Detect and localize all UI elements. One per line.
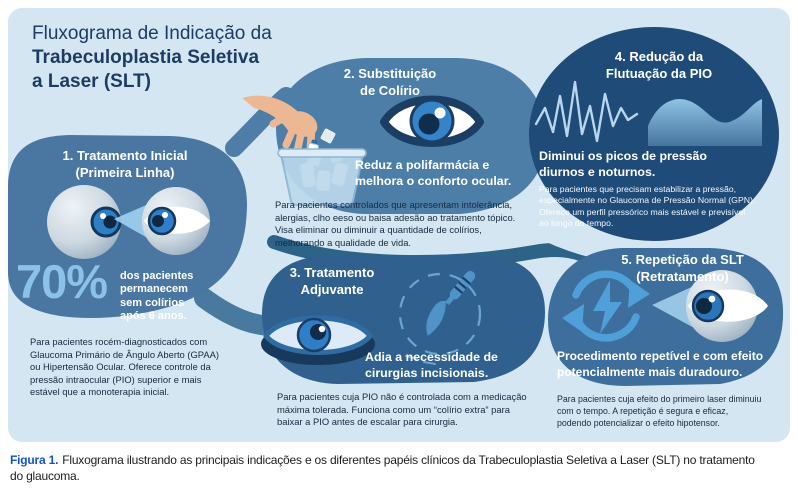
- laser-beam-icon-2: [652, 285, 696, 329]
- infographic-artwork: [8, 27, 790, 386]
- pressure-spikes-line-icon: [534, 80, 639, 143]
- section-4-detail: Para pacientes que precisam estabilizar …: [539, 184, 756, 229]
- section-2-highlight: Reduz a polifarmácia e melhora o confort…: [355, 158, 512, 189]
- section-2-detail: Para pacientes controlados que apresenta…: [275, 199, 516, 248]
- section-4-heading: 4. Redução da Flutuação da PIO: [605, 49, 713, 81]
- figure-caption-text-line1: Fluxograma ilustrando as principais indi…: [62, 453, 755, 467]
- infographic-panel: Fluxograma de Indicação da Trabeculoplas…: [8, 8, 790, 442]
- section-1-heading: 1. Tratamento Inicial (Primeira Linha): [62, 148, 188, 180]
- section-2-heading: 2. Substituição de Colírio: [343, 66, 437, 98]
- infographic-title-regular: Fluxograma de Indicação da: [32, 23, 272, 44]
- section-3-heading: 3. Tratamento Adjuvante: [289, 265, 375, 297]
- smooth-pressure-wave-icon: [648, 99, 762, 146]
- lightning-bolt-icon: [593, 280, 622, 334]
- infographic-title-bold: Trabeculoplastia Seletiva a Laser (SLT): [32, 47, 260, 92]
- hand-discarding-eyedrops-icon: [242, 95, 367, 206]
- section-4-highlight: Diminui os picos de pressão diurnos e no…: [539, 149, 708, 180]
- section-5-heading: 5. Repetição da SLT (Retratamento): [621, 252, 744, 284]
- eye-laser-to-eye-icon: [47, 185, 210, 259]
- eyeball-icon: [47, 185, 121, 259]
- repeat-arrows-laser-icon: [562, 270, 650, 342]
- connector-ribbon-1-2: [225, 87, 295, 157]
- discard-basket-icon: [277, 128, 367, 206]
- eye-laser-target-icon: [686, 270, 768, 342]
- section-1-stat-caption: dos pacientes permanecem sem colírios ap…: [120, 270, 194, 323]
- eye-icon: [380, 95, 484, 147]
- section-1-detail: Para pacientes rocém-diagnosticados com …: [30, 336, 219, 398]
- section-5-highlight: Procedimento repetível e com efeito pote…: [557, 349, 764, 379]
- section-1-stat-value: 70%: [16, 255, 108, 308]
- eye-disc-icon: [261, 315, 375, 365]
- section-3-detail: Para pacientes cuja PIO não é controlada…: [277, 391, 527, 428]
- figure-caption-label: Figura 1.: [10, 453, 59, 467]
- section-3-highlight: Adia a necessidade de cirurgias incision…: [365, 350, 498, 381]
- figure-caption: Figura 1. Fluxograma ilustrando as princi…: [10, 452, 794, 484]
- scalpel-dashed-circle-icon: [398, 270, 482, 365]
- section-5-detail: Para pacientes cuja efeito do primeiro l…: [557, 394, 762, 428]
- figure-caption-text-line2: do glaucoma.: [10, 469, 80, 483]
